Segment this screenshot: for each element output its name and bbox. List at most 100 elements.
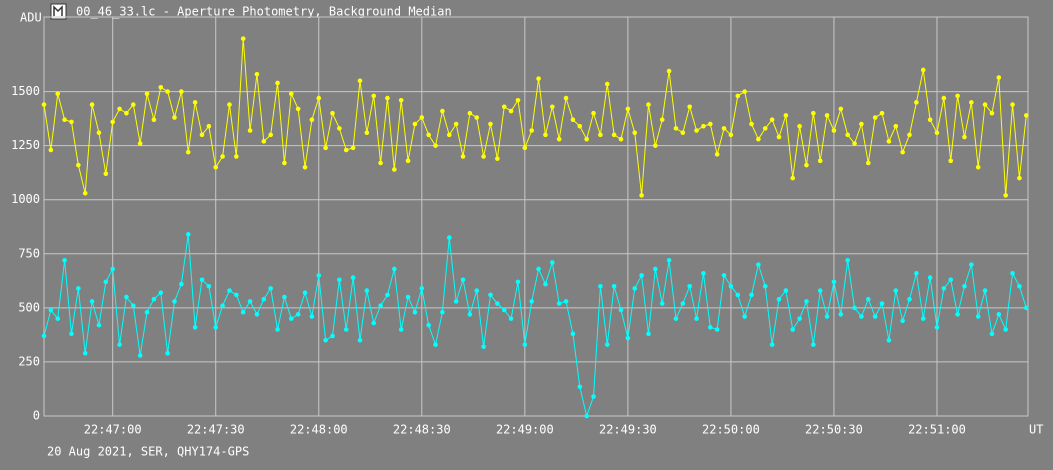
data-point xyxy=(309,117,315,123)
data-point xyxy=(714,327,720,332)
data-point xyxy=(357,78,363,84)
data-point xyxy=(433,342,438,347)
data-point xyxy=(240,309,246,315)
data-point xyxy=(570,331,576,337)
data-point xyxy=(1017,283,1022,289)
data-point xyxy=(76,286,81,291)
data-point xyxy=(529,299,535,304)
data-point xyxy=(481,154,486,159)
data-point xyxy=(701,270,706,276)
data-point xyxy=(941,286,947,291)
x-tick-label: 22:47:30 xyxy=(187,423,245,437)
x-tick-label: 22:50:00 xyxy=(702,423,760,437)
data-point xyxy=(467,312,473,317)
data-point xyxy=(419,286,425,291)
data-point xyxy=(350,275,356,280)
data-point xyxy=(522,342,528,347)
data-point xyxy=(907,132,912,138)
data-point xyxy=(316,273,322,278)
data-point xyxy=(673,126,679,131)
data-point xyxy=(611,132,617,138)
data-point xyxy=(708,325,713,330)
data-point xyxy=(192,100,198,105)
data-point xyxy=(419,115,425,120)
data-point xyxy=(625,335,631,341)
data-point xyxy=(76,162,81,168)
data-point xyxy=(254,312,260,317)
data-point xyxy=(859,121,864,127)
data-point xyxy=(446,132,452,138)
data-point xyxy=(48,307,54,313)
data-point xyxy=(268,286,273,291)
data-point xyxy=(756,136,761,142)
data-point xyxy=(41,102,47,107)
data-point xyxy=(151,117,157,123)
data-point xyxy=(920,316,926,321)
data-point xyxy=(268,132,273,138)
data-point xyxy=(350,145,356,151)
data-point xyxy=(199,277,205,283)
data-point xyxy=(158,290,164,296)
data-point xyxy=(41,333,47,339)
data-point xyxy=(337,277,342,283)
data-point xyxy=(144,309,150,315)
data-point xyxy=(735,93,741,99)
data-point xyxy=(240,36,246,41)
data-point xyxy=(584,413,589,419)
data-point xyxy=(165,350,170,356)
data-point xyxy=(172,299,177,304)
y-tick-label: 1000 xyxy=(11,192,40,206)
y-axis-label: ADU xyxy=(20,11,42,25)
data-point xyxy=(920,67,926,73)
data-point xyxy=(776,296,782,302)
data-point xyxy=(762,126,768,131)
data-point xyxy=(234,292,239,298)
data-point xyxy=(55,316,61,321)
data-point xyxy=(556,301,562,306)
data-point xyxy=(804,162,809,168)
data-point xyxy=(371,93,377,99)
data-point xyxy=(598,283,603,289)
data-point xyxy=(811,110,816,116)
data-point xyxy=(110,266,115,272)
data-point xyxy=(886,338,892,343)
data-point xyxy=(199,132,205,138)
data-point xyxy=(653,266,658,272)
data-point xyxy=(632,286,638,291)
data-point xyxy=(460,154,466,159)
data-point xyxy=(364,130,370,135)
data-point xyxy=(797,316,802,321)
data-point xyxy=(302,290,308,296)
data-point xyxy=(453,299,459,304)
data-point xyxy=(556,136,562,142)
data-point xyxy=(996,75,1002,80)
data-point xyxy=(412,121,418,127)
data-point xyxy=(563,299,569,304)
data-point xyxy=(625,106,631,112)
data-point xyxy=(316,95,322,101)
data-point xyxy=(529,128,535,133)
data-point xyxy=(172,115,177,120)
data-point xyxy=(749,292,754,298)
data-point xyxy=(247,128,253,133)
data-point xyxy=(426,322,431,328)
data-point xyxy=(982,102,988,107)
data-point xyxy=(852,141,857,146)
data-point xyxy=(831,128,837,133)
data-point xyxy=(762,283,768,289)
data-point xyxy=(82,350,88,356)
data-point xyxy=(130,303,136,309)
data-point xyxy=(227,102,232,107)
data-point xyxy=(117,106,122,112)
data-point xyxy=(797,123,802,129)
data-point xyxy=(343,327,349,332)
x-tick-label: 22:49:30 xyxy=(599,423,657,437)
data-point xyxy=(536,266,541,272)
data-point xyxy=(330,110,335,116)
data-point xyxy=(96,322,102,328)
data-point xyxy=(467,110,473,116)
data-point xyxy=(234,154,239,159)
data-point xyxy=(955,93,960,99)
data-point xyxy=(934,325,940,330)
data-point xyxy=(639,273,644,278)
